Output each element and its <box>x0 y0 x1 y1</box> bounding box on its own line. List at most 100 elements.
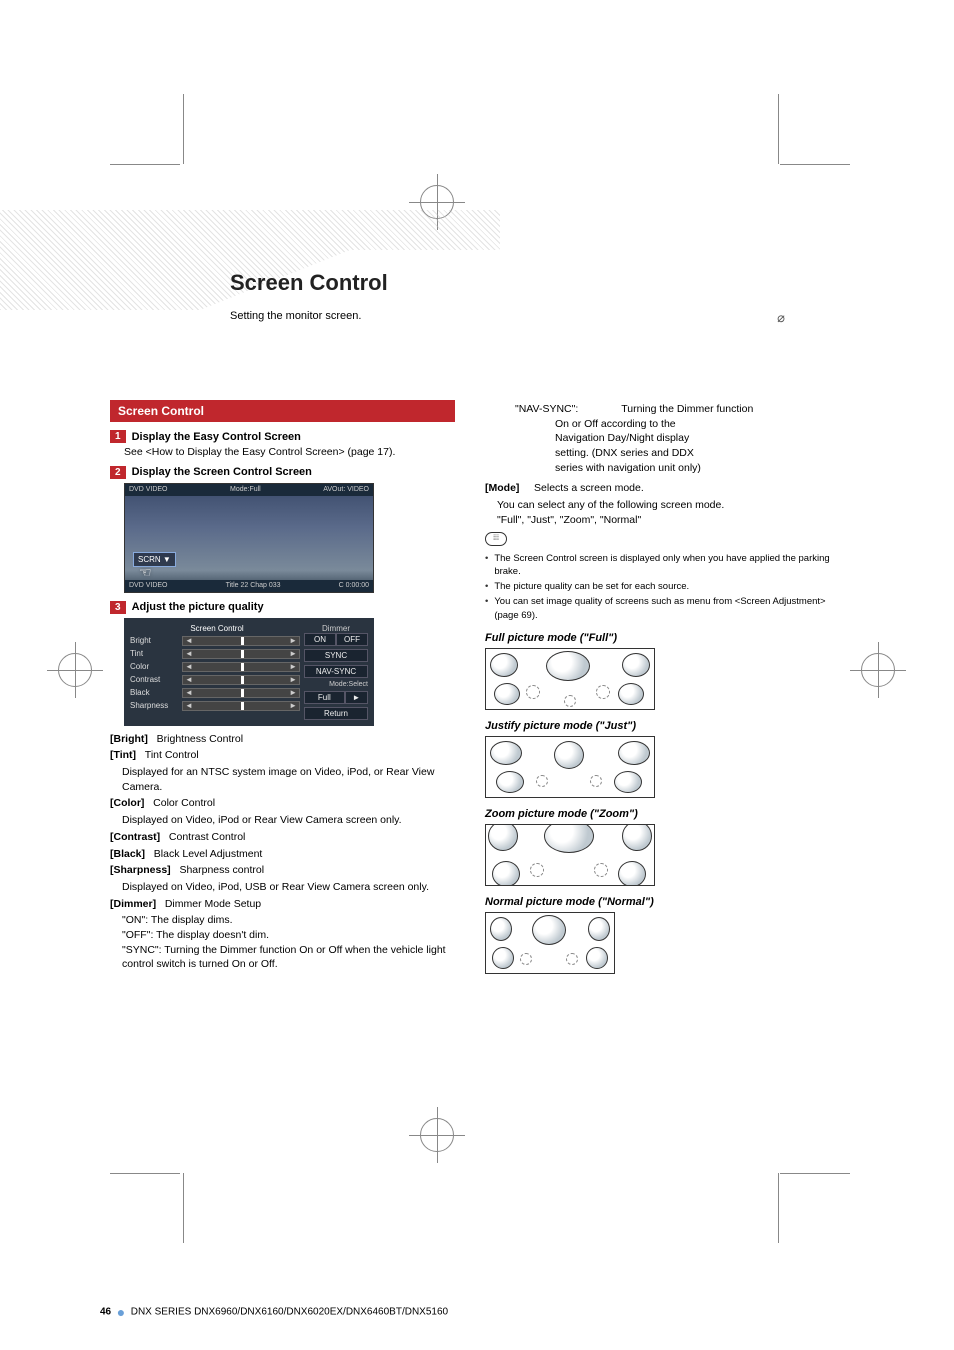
crop-mark <box>110 1173 180 1174</box>
page-content: Screen Control Setting the monitor scree… <box>110 170 830 1170</box>
hand-pointer-icon: ☜ <box>139 564 152 581</box>
screenshot-topbar: DVD VIDEO Mode:Full AVOut: VIDEO <box>125 484 373 496</box>
mode-select-label: Mode:Select <box>304 681 368 688</box>
section-header: Screen Control <box>110 400 455 422</box>
notes-list: The Screen Control screen is displayed o… <box>485 552 830 622</box>
crop-mark <box>778 1173 779 1243</box>
slider-row-sharpness: Sharpness <box>130 701 300 711</box>
slider-label: Tint <box>130 649 178 658</box>
footer-dot-icon: ● <box>117 1304 125 1320</box>
tint-slider[interactable] <box>182 649 300 659</box>
definition-line: [Bright] Brightness Control <box>110 732 455 747</box>
botbar-mid: Title 22 Chap 033 <box>226 582 281 589</box>
step-label: Adjust the picture quality <box>132 601 264 613</box>
panel-title: Screen Control <box>130 624 304 633</box>
page-number: 46 <box>100 1307 111 1318</box>
slider-label: Contrast <box>130 675 178 684</box>
crop-mark <box>110 164 180 165</box>
sync-button[interactable]: SYNC <box>304 649 368 662</box>
crop-mark <box>183 1173 184 1243</box>
definition-sub-line: Displayed on Video, iPod, USB or Rear Vi… <box>122 880 455 895</box>
mode-illus-zoom <box>485 824 655 886</box>
mode-next-button[interactable]: ► <box>345 691 368 704</box>
slider-row-bright: Bright <box>130 636 300 646</box>
definition-line: [Tint] Tint Control <box>110 748 455 763</box>
nav-sync-button[interactable]: NAV-SYNC <box>304 665 368 678</box>
definition-line: [Color] Color Control <box>110 796 455 811</box>
bright-slider[interactable] <box>182 636 300 646</box>
panel-right-col: ON OFF SYNC NAV-SYNC Mode:Select Full ► … <box>304 633 368 720</box>
definition-sub-line: "ON": The display dims. <box>122 913 455 928</box>
crop-mark <box>780 164 850 165</box>
contrast-slider[interactable] <box>182 675 300 685</box>
slider-row-color: Color <box>130 662 300 672</box>
crop-mark <box>778 94 779 164</box>
slider-label: Black <box>130 688 178 697</box>
botbar-right: C 0:00:00 <box>339 582 369 589</box>
topbar-left: DVD VIDEO <box>129 486 168 493</box>
mode-definition: [Mode] Selects a screen mode. <box>485 481 830 496</box>
color-slider[interactable] <box>182 662 300 672</box>
step-1-line: 1 Display the Easy Control Screen <box>110 430 455 443</box>
term-tag: [Mode] <box>485 482 519 494</box>
screenshot-botbar: DVD VIDEO Title 22 Chap 033 C 0:00:00 <box>125 580 373 592</box>
step-badge: 3 <box>110 601 126 614</box>
video-screenshot: DVD VIDEO Mode:Full AVOut: VIDEO SCRN ▼ … <box>124 483 374 593</box>
mode-heading-just: Justify picture mode ("Just") <box>485 720 830 732</box>
right-column: "NAV-SYNC": Turning the Dimmer function … <box>485 400 830 974</box>
mode-illus-normal <box>485 912 615 974</box>
step-badge: 1 <box>110 430 126 443</box>
page-footer: 46 ● DNX SERIES DNX6960/DNX6160/DNX6020E… <box>100 1304 448 1320</box>
definition-line: [Contrast] Contrast Control <box>110 830 455 845</box>
step-badge: 2 <box>110 466 126 479</box>
mode-sub-1: You can select any of the following scre… <box>497 498 830 513</box>
screen-control-panel: Screen Control Dimmer Bright Tint <box>124 618 374 726</box>
mode-heading-normal: Normal picture mode ("Normal") <box>485 896 830 908</box>
definition-sub-line: Displayed for an NTSC system image on Vi… <box>122 765 455 794</box>
step-1-body: See <How to Display the Easy Control Scr… <box>124 445 455 460</box>
mode-heading-zoom: Zoom picture mode ("Zoom") <box>485 808 830 820</box>
left-column: Screen Control 1 Display the Easy Contro… <box>110 400 455 974</box>
slider-label: Color <box>130 662 178 671</box>
definition-line: [Dimmer] Dimmer Mode Setup <box>110 897 455 912</box>
page-title: Screen Control <box>230 270 388 296</box>
definition-sub-line: "SYNC": Turning the Dimmer function On o… <box>122 943 455 972</box>
nav-sync-description: "NAV-SYNC": Turning the Dimmer function … <box>515 402 830 475</box>
definition-line: [Black] Black Level Adjustment <box>110 847 455 862</box>
definition-sub-line: "OFF": The display doesn't dim. <box>122 928 455 943</box>
note-bullet: The picture quality can be set for each … <box>485 580 830 593</box>
ring-symbol: ⌀ <box>777 310 785 326</box>
definitions-list: [Bright] Brightness Control[Tint] Tint C… <box>110 732 455 972</box>
mode-illus-just <box>485 736 655 798</box>
black-slider[interactable] <box>182 688 300 698</box>
topbar-right: AVOut: VIDEO <box>323 486 369 493</box>
note-icon: ⁞⁞⁞ <box>485 532 507 546</box>
note-bullet: You can set image quality of screens suc… <box>485 595 830 622</box>
botbar-left: DVD VIDEO <box>129 582 168 589</box>
page-subtitle: Setting the monitor screen. <box>230 310 361 322</box>
definition-sub-line: Displayed on Video, iPod or Rear View Ca… <box>122 813 455 828</box>
return-button[interactable]: Return <box>304 707 368 720</box>
slider-label: Sharpness <box>130 701 178 710</box>
step-label: Display the Screen Control Screen <box>132 466 312 478</box>
on-button[interactable]: ON <box>304 633 336 646</box>
crop-circle <box>861 653 895 687</box>
step-label: Display the Easy Control Screen <box>132 431 301 443</box>
topbar-mid: Mode:Full <box>230 486 261 493</box>
note-bullet: The Screen Control screen is displayed o… <box>485 552 830 579</box>
step-3-line: 3 Adjust the picture quality <box>110 601 455 614</box>
mode-heading-full: Full picture mode ("Full") <box>485 632 830 644</box>
sharpness-slider[interactable] <box>182 701 300 711</box>
off-button[interactable]: OFF <box>336 633 368 646</box>
mode-illus-full <box>485 648 655 710</box>
two-column-layout: Screen Control 1 Display the Easy Contro… <box>110 400 830 974</box>
full-button[interactable]: Full <box>304 691 345 704</box>
mode-sub-2: "Full", "Just", "Zoom", "Normal" <box>497 513 830 528</box>
slider-row-black: Black <box>130 688 300 698</box>
definition-line: [Sharpness] Sharpness control <box>110 863 455 878</box>
step-2-line: 2 Display the Screen Control Screen <box>110 466 455 479</box>
slider-label: Bright <box>130 636 178 645</box>
slider-row-tint: Tint <box>130 649 300 659</box>
slider-row-contrast: Contrast <box>130 675 300 685</box>
dimmer-label: Dimmer <box>304 624 368 633</box>
